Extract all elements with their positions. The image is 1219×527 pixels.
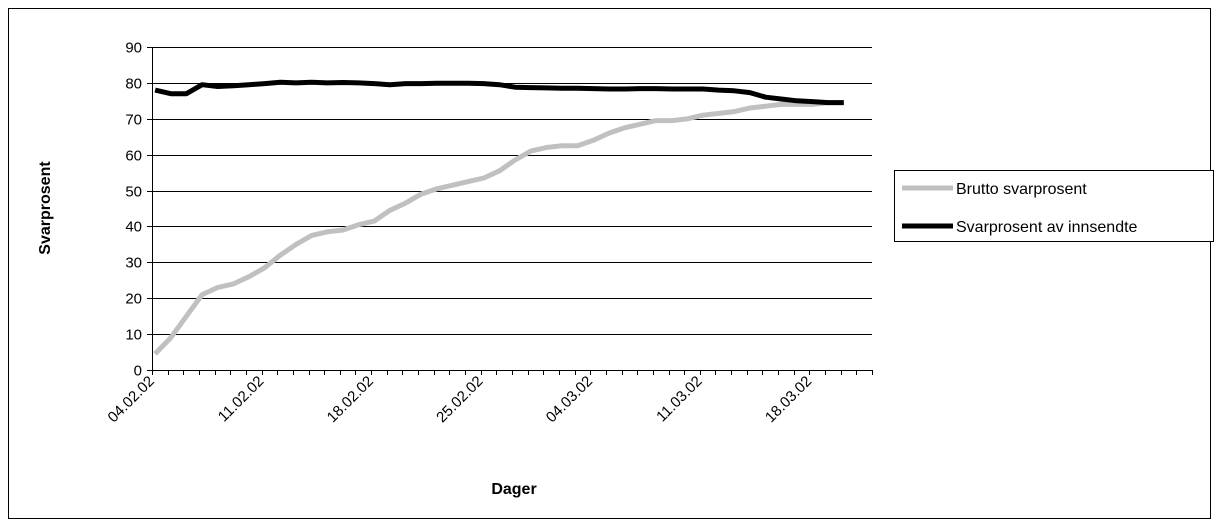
y-tick-label: 80: [125, 76, 142, 93]
y-tick-label: 20: [125, 291, 142, 308]
legend-label: Brutto svarprosent: [956, 181, 1087, 198]
y-tick-label: 70: [125, 112, 142, 129]
y-tick-label: 10: [125, 327, 142, 344]
legend: Brutto svarprosent Svarprosent av innsend…: [894, 170, 1214, 242]
y-axis-title: Svarprosent: [37, 161, 54, 255]
y-tick-label: 30: [125, 255, 142, 272]
x-axis-title: Dager: [491, 481, 536, 498]
y-tick-label: 50: [125, 184, 142, 201]
y-tick-label: 60: [125, 148, 142, 165]
y-tick-label: 0: [134, 363, 142, 380]
legend-box: [894, 170, 1214, 242]
y-tick-label: 90: [125, 40, 142, 57]
y-tick-label: 40: [125, 219, 142, 236]
series-line-1: [153, 100, 844, 356]
series-line-2: [154, 79, 844, 106]
chart-border: [8, 8, 1211, 519]
legend-label: Svarprosent av innsendte: [956, 219, 1138, 236]
